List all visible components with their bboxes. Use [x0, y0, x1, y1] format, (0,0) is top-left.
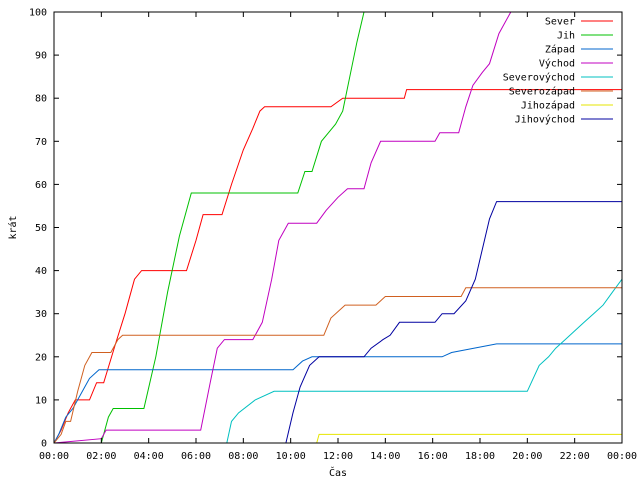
x-tick-label: 08:00: [228, 451, 258, 462]
legend-label: Západ: [545, 44, 575, 56]
x-tick-label: 00:00: [607, 451, 637, 462]
legend-label: Jih: [557, 31, 575, 42]
x-tick-label: 06:00: [181, 451, 211, 462]
x-axis-label: Čas: [329, 466, 347, 479]
legend-label: Severovýchod: [503, 72, 575, 84]
x-tick-label: 10:00: [276, 451, 306, 462]
x-tick-label: 22:00: [560, 451, 590, 462]
y-tick-label: 20: [35, 352, 47, 363]
legend-label: Sever: [545, 17, 575, 28]
y-tick-label: 60: [35, 180, 47, 191]
x-tick-label: 12:00: [323, 451, 353, 462]
x-tick-label: 14:00: [370, 451, 400, 462]
y-tick-label: 90: [35, 51, 47, 62]
legend-label: Jihovýchod: [515, 114, 575, 126]
x-tick-label: 18:00: [465, 451, 495, 462]
legend: Sever Jih Západ Východ Severovýchod Severozáp…: [503, 17, 613, 126]
series-line-7: [316, 433, 622, 443]
y-tick-label: 10: [35, 395, 47, 406]
series-line-1: [54, 89, 622, 443]
y-tick-label: 30: [35, 309, 47, 320]
y-tick-label: 80: [35, 94, 47, 105]
series-line-4: [54, 12, 512, 443]
y-tick-label: 0: [41, 439, 47, 450]
y-axis-label: krát: [7, 215, 19, 239]
series-line-5: [54, 278, 622, 443]
x-tick-label: 00:00: [39, 451, 69, 462]
y-tick-label: 100: [29, 8, 47, 19]
y-tick-label: 50: [35, 223, 47, 234]
x-tick-label: 04:00: [134, 451, 164, 462]
axis-ticks: 0 10 20 30 40 50 60 70 80 90 100 00:00 02:00 04:00 06:…: [29, 8, 637, 463]
legend-label: Severozápad: [509, 86, 575, 98]
x-tick-label: 16:00: [418, 451, 448, 462]
y-tick-label: 70: [35, 137, 47, 148]
x-tick-label: 20:00: [512, 451, 542, 462]
legend-label: Východ: [539, 58, 575, 70]
series-line-8: [54, 201, 622, 443]
legend-label: Jihozápad: [521, 100, 575, 112]
y-tick-label: 40: [35, 266, 47, 277]
series-layer: [54, 12, 622, 443]
series-line-2: [54, 12, 365, 443]
series-line-6: [54, 287, 622, 443]
series-line-3: [54, 343, 622, 443]
x-tick-label: 02:00: [86, 451, 116, 462]
